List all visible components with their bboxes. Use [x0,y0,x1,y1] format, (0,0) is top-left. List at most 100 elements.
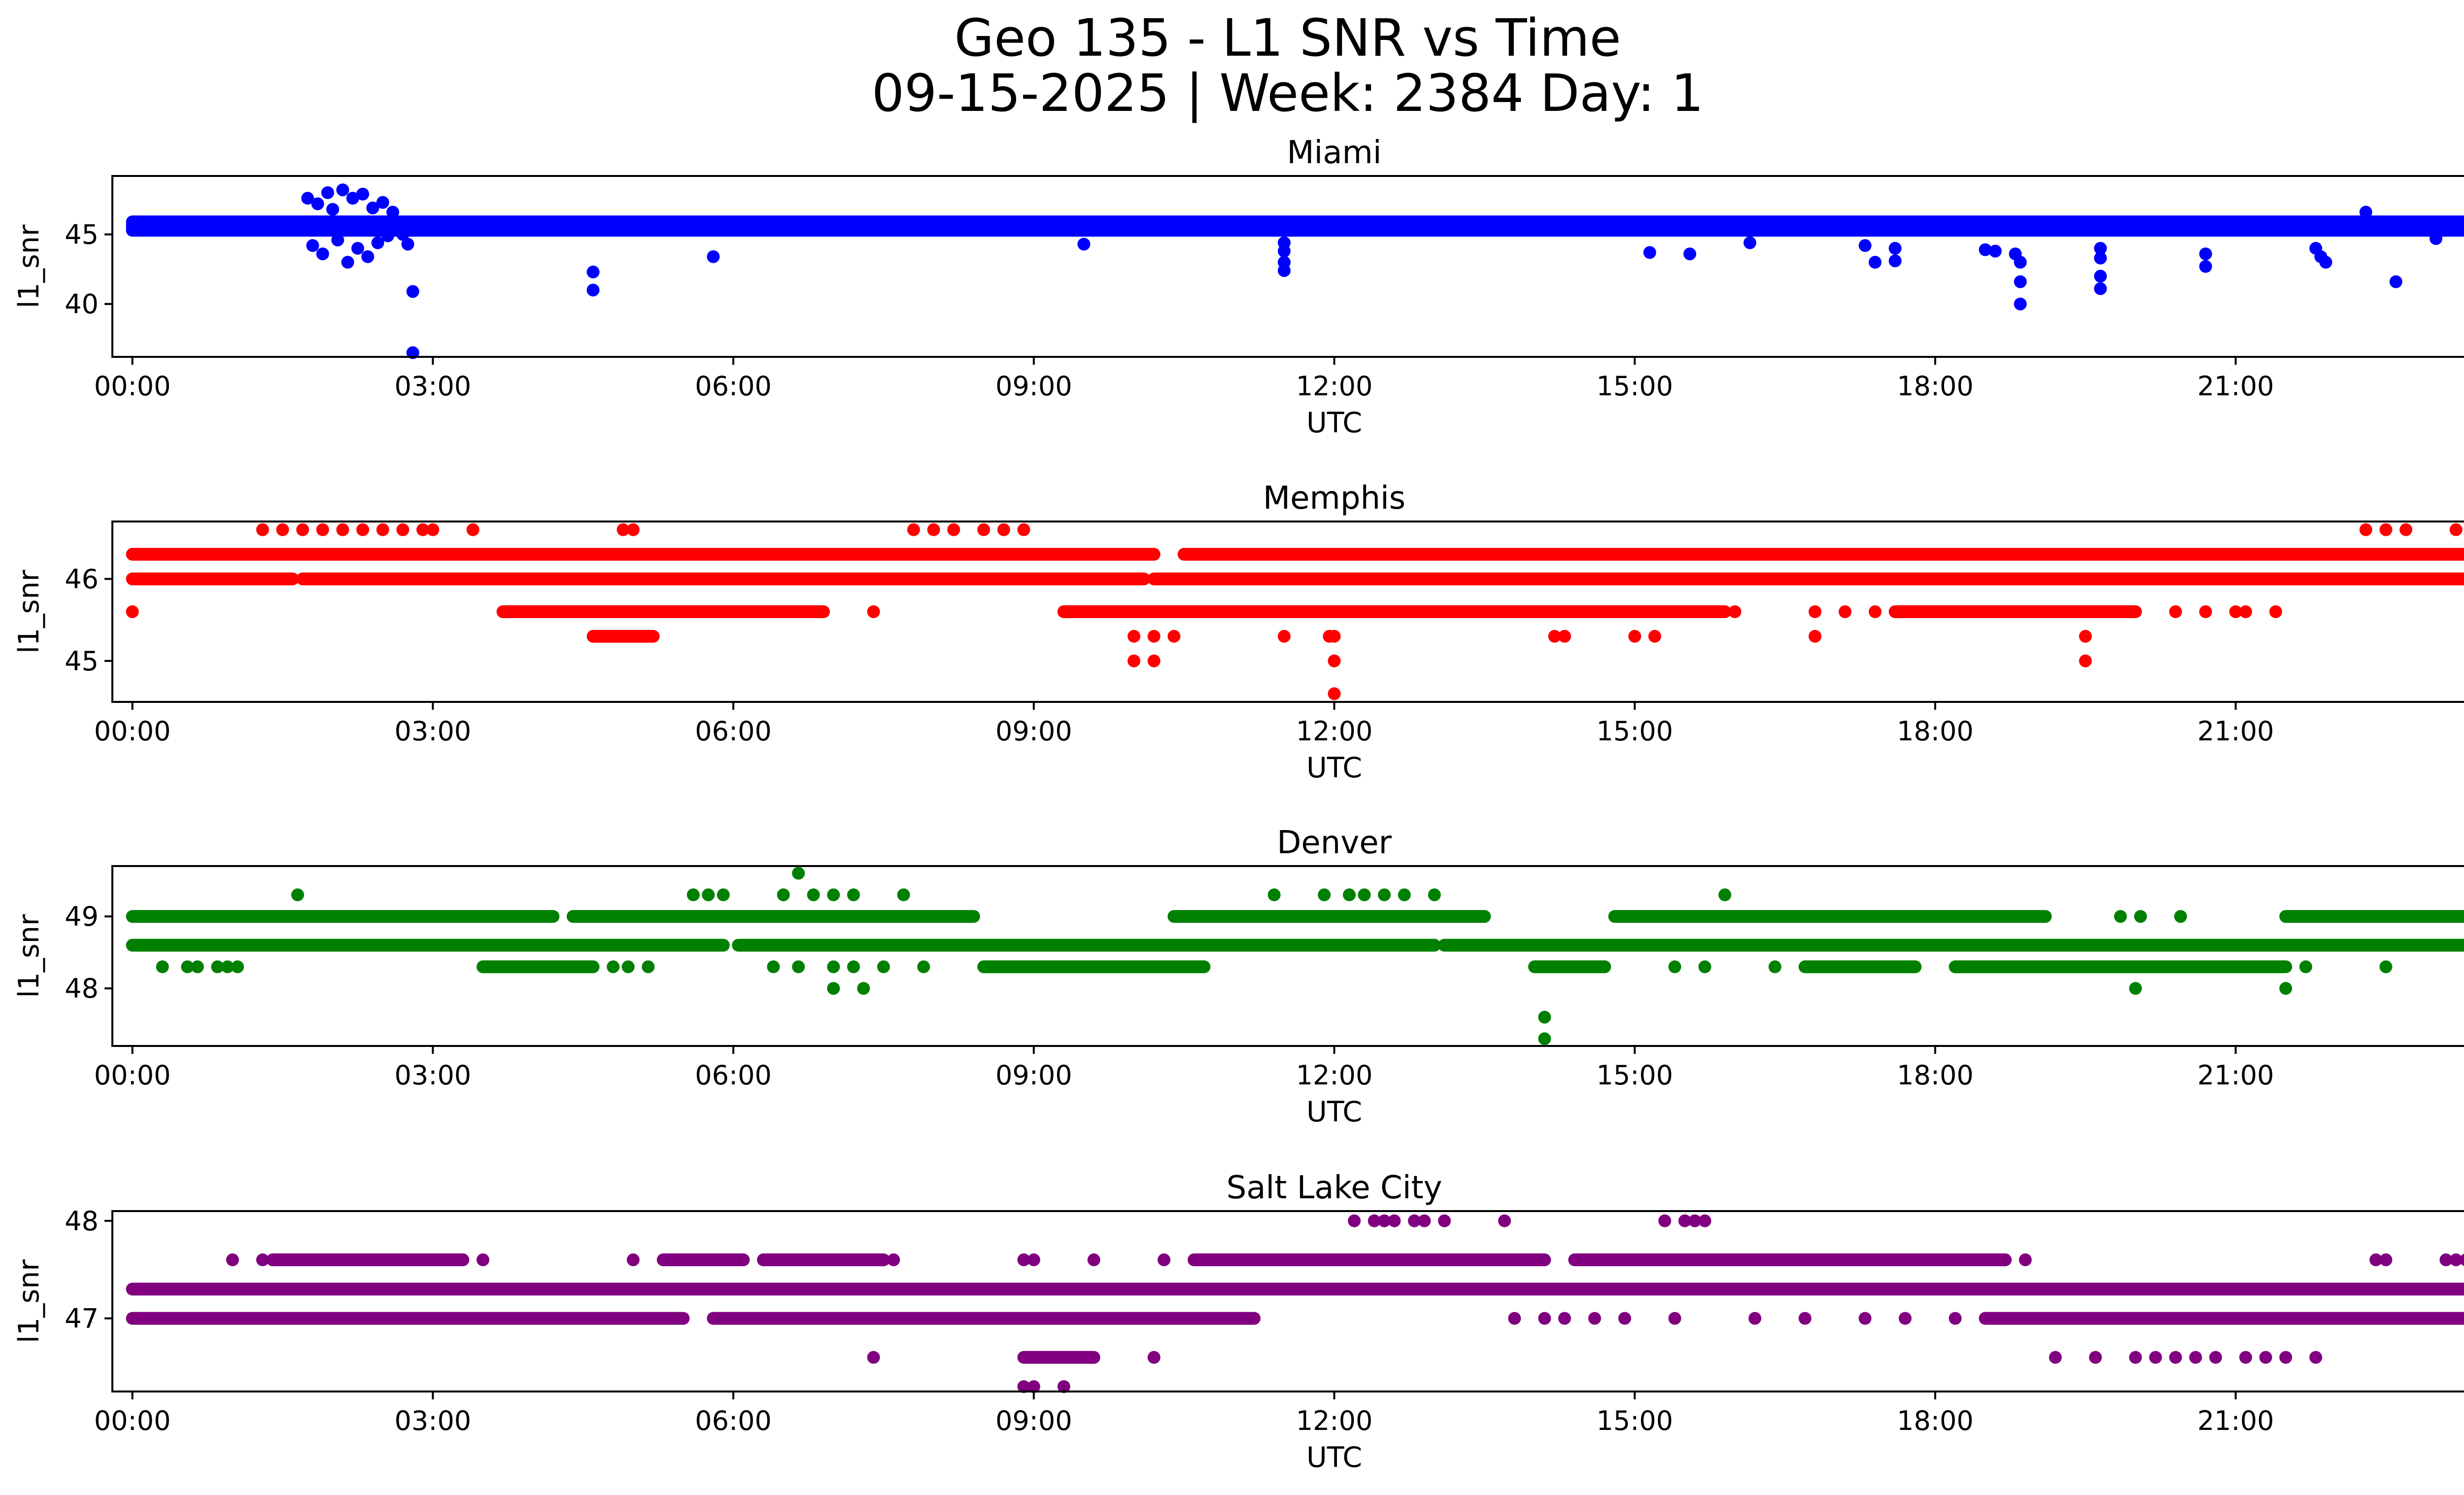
x-tick-label: 12:00 [1296,1060,1373,1091]
data-point [867,605,880,618]
x-tick-label: 09:00 [995,716,1072,747]
x-tick-label: 00:00 [94,371,171,402]
data-point [1768,960,1781,973]
data-point [2174,910,2187,923]
x-tick-label: 06:00 [695,371,772,402]
data-point [1342,888,1356,902]
data-point [1267,888,1281,902]
data-point [371,236,384,249]
data-point [1648,629,1661,643]
data-point [1147,654,1161,667]
data-point [1538,1010,1551,1024]
x-tick-label: 03:00 [395,371,472,402]
data-point [316,523,329,536]
data-point [2094,242,2107,255]
data-point [607,960,620,973]
data-point [1318,888,1331,902]
data-point [1017,1253,1030,1266]
data-point [1128,654,1141,667]
data-point [276,523,289,536]
data-point [321,186,334,199]
y-tick-label: 40 [65,289,99,320]
x-tick-label: 18:00 [1897,1060,1974,1091]
data-point [1277,629,1291,643]
data-point [1408,1214,1421,1227]
panel-salt-lake-city: Salt Lake City 00:00 03:00 06:00 09:00 12:00 1… [13,1170,2464,1474]
x-axis-label: UTC [1306,1096,1362,1128]
x-tick-label: 12:00 [1296,716,1373,747]
x-axis-label: UTC [1306,752,1362,784]
data-point [586,283,600,297]
y-tick-label: 46 [65,563,99,594]
data-point [1888,242,1902,255]
data-point [1147,629,1161,643]
data-point [126,605,139,618]
data-point [396,523,410,536]
x-tick-label: 15:00 [1596,716,1673,747]
data-point [1688,1214,1702,1227]
data-point [1328,687,1341,700]
data-point [1087,1253,1100,1266]
x-tick-label: 09:00 [995,1405,1072,1436]
data-point [1388,1214,1401,1227]
data-point [356,523,370,536]
data-point [1027,1380,1040,1393]
data-point [386,206,400,219]
data-point [1698,1214,1711,1227]
plot-frame [111,865,2464,1047]
data-point [2319,256,2332,269]
x-tick-label: 06:00 [695,1405,772,1436]
x-axis-label: UTC [1306,1441,1362,1474]
data-point [2460,1253,2464,1266]
data-point [2389,275,2402,288]
panel-miami: Miami 00:00 03:00 06:00 09:00 12:00 15:00 18:00… [13,135,2464,439]
data-point [917,960,930,973]
data-point [2379,523,2393,536]
x-tick-label: 18:00 [1897,371,1974,402]
data-point [1157,1253,1170,1266]
x-tick-label: 03:00 [395,1060,472,1091]
data-point [221,960,234,973]
data-point [1057,1380,1070,1393]
data-point [847,960,860,973]
data-point [226,1253,239,1266]
data-point [256,523,269,536]
data-point [1698,960,1711,973]
x-tick-label: 03:00 [395,716,472,747]
data-point [466,523,479,536]
x-tick-label: 21:00 [2197,371,2274,402]
data-point [626,1253,640,1266]
data-point [2209,1351,2222,1364]
data-point [1378,1214,1391,1227]
data-point [847,888,860,902]
data-point [1678,1214,1691,1227]
data-point [2019,1253,2032,1266]
panel-title: Memphis [1263,480,1405,517]
data-point [1328,629,1341,643]
data-point [1358,888,1371,902]
data-point [1548,629,1561,643]
data-point [1798,1312,1812,1325]
data-point [2014,297,2027,311]
data-point [792,960,805,973]
data-point [1979,243,1992,256]
data-point [181,960,194,973]
data-point [2149,1351,2162,1364]
x-tick-label: 12:00 [1296,371,1373,402]
data-point [396,228,410,241]
data-point [767,960,780,973]
data-point [1748,1312,1762,1325]
data-point [616,523,630,536]
data-point [2079,654,2092,667]
data-point [2049,1351,2062,1364]
data-point [331,233,344,246]
data-point [621,960,635,973]
data-point [346,192,359,205]
data-point [306,239,319,252]
data-point [426,523,440,536]
data-point [356,187,370,201]
data-point [1668,1312,1681,1325]
x-tick-label: 18:00 [1897,716,1974,747]
data-point [2129,1351,2142,1364]
